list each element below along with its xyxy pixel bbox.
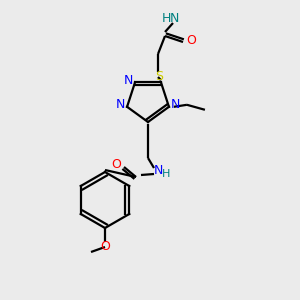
Text: O: O [111, 158, 121, 172]
Text: N: N [171, 98, 181, 111]
Text: H: H [161, 11, 171, 25]
Text: N: N [169, 11, 179, 25]
Text: O: O [100, 239, 110, 253]
Text: S: S [155, 70, 163, 83]
Text: N: N [116, 98, 125, 111]
Text: N: N [123, 74, 133, 87]
Text: O: O [186, 34, 196, 47]
Text: H: H [162, 169, 170, 179]
Text: N: N [153, 164, 163, 176]
